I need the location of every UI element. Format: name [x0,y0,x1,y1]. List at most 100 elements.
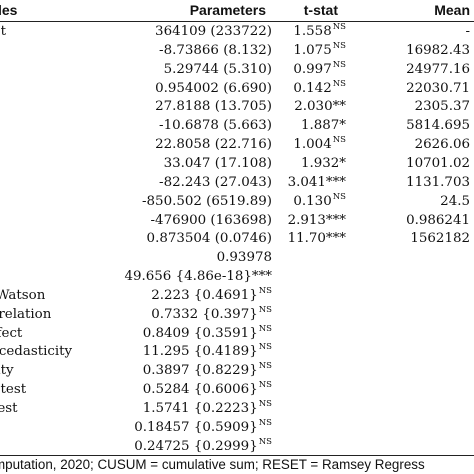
mean-cell-text: 0.986241 [406,212,470,228]
parameter-cell: 1.5741 {0.2223}NS [143,400,272,418]
header-tstat: t-stat [303,2,338,18]
significance-marker: NS [332,135,346,146]
parameter-cell: -82.243 (27.043) [159,174,272,192]
tstat-cell-text: 0.130 [293,193,332,209]
tstat-cell: 3.041*** [288,174,346,192]
significance-marker: NS [332,22,346,32]
mean-cell-text: 2305.37 [414,99,470,115]
tstat-cell-text: 1.932* [300,155,346,171]
mean-cell: 0.986241 [406,212,470,230]
mean-cell: 1131.703 [406,174,470,192]
row-label: rrelation [0,306,51,324]
mean-cell: 24977.16 [406,61,470,79]
parameter-cell-text: -8.73866 (8.132) [159,42,272,58]
table-row: -850.502 (6519.89) 0.130NS 24.5 [0,191,474,211]
row-label-text: ffect [0,325,23,341]
tstat-cell: 0.997NS [293,60,346,79]
parameter-cell: 0.93978 [217,249,272,267]
row-label: pt [0,23,6,41]
parameter-cell-text: 0.8409 {0.3591} [142,325,258,341]
row-label-text: rrelation [0,306,52,322]
table-row: 0.93978 [0,249,474,267]
header-variables: les [0,2,18,18]
parameter-cell: 2.223 {0.4691}NS [151,287,272,305]
mean-cell: 16982.43 [406,42,470,60]
table-row: 33.047 (17.108) 1.932* 10701.02 [0,155,474,173]
tstat-cell: 1.932* [301,155,346,173]
parameter-cell: -476900 (163698) [151,212,272,230]
table-row: -10.6878 (5.663) 1.887* 5814.695 [0,117,474,135]
tstat-cell-text: 1.558 [293,24,332,39]
tstat-cell-text: 11.70*** [287,231,346,247]
table-row: 5.29744 (5.310) 0.997NS 24977.16 [0,60,474,79]
row-label: scedasticity [0,343,72,361]
parameter-cell: -10.6878 (5.663) [159,117,272,135]
parameter-cell-text: 22.8058 (22.716) [155,137,272,153]
tstat-cell-text: 0.142 [293,80,332,96]
tstat-cell: 0.142NS [293,79,346,98]
parameter-cell: 0.5284 {0.6006}NS [143,381,272,399]
mean-cell-text: 22030.71 [406,80,470,96]
parameter-cell-text: 0.18457 {0.5909} [134,419,258,435]
tstat-cell: 0.130NS [293,191,346,211]
table-row: -Watson 2.223 {0.4691}NS [0,287,474,305]
significance-marker: NS [258,285,272,296]
parameter-cell-text: 0.873504 (0.0746) [146,231,272,247]
mean-cell-text: 16982.43 [406,42,470,58]
tstat-cell: 1.887* [301,117,346,135]
parameter-cell-text: 364109 (233722) [155,24,272,39]
mean-cell: 10701.02 [406,155,470,173]
significance-marker: NS [258,380,272,391]
significance-marker: NS [332,191,346,202]
row-label-text: lity [0,363,14,379]
tstat-cell-text: 1.075 [293,42,332,58]
mean-cell-text: 1562182 [410,231,470,247]
table-row: 0.18457 {0.5909}NS [0,419,474,437]
table-row: test 1.5741 {0.2223}NS [0,400,474,418]
significance-marker: NS [258,436,272,447]
significance-marker: NS [258,361,272,372]
table-row: -82.243 (27.043) 3.041*** 1131.703 [0,174,474,192]
significance-marker: NS [258,342,272,353]
tstat-cell-text: 2.030** [294,99,346,115]
mean-cell-text: 1131.703 [406,174,470,190]
parameter-cell: -8.73866 (8.132) [159,42,272,60]
mean-cell-text: 10701.02 [406,155,470,171]
table-row: 0.954002 (6.690) 0.142NS 22030.71 [0,79,474,98]
parameter-cell-text: 33.047 (17.108) [163,155,272,171]
parameter-cell: 5.29744 (5.310) [164,61,272,79]
tstat-cell: 2.913*** [288,212,346,230]
parameter-cell-text: 2.223 {0.4691} [151,287,258,303]
row-label-text: test [0,401,18,416]
bottom-rule [0,455,474,456]
parameter-cell: 0.873504 (0.0746) [147,230,272,248]
parameter-cell-text: 1.5741 {0.2223} [142,401,258,416]
significance-marker: NS [258,304,272,315]
tstat-cell: 1.004NS [293,136,346,154]
parameter-cell: 0.18457 {0.5909}NS [134,419,272,437]
significance-marker: NS [332,40,346,51]
tstat-cell-text: 1.887* [300,118,346,134]
row-label: test [0,400,18,418]
mean-cell-text: 24977.16 [406,61,470,77]
parameter-cell: 0.7332 {0.397}NS [151,306,272,324]
table-row: 27.8188 (13.705) 2.030** 2305.37 [0,98,474,116]
parameter-cell-text: 0.7332 {0.397} [151,306,258,322]
row-label: lity [0,362,14,380]
table-row: lity 0.3897 {0.8229}NS [0,362,474,380]
row-label: ffect [0,325,22,343]
table-row: 0.873504 (0.0746) 11.70*** 1562182 [0,230,474,248]
mean-cell: 2626.06 [415,136,470,154]
table-row: rrelation 0.7332 {0.397}NS [0,306,474,324]
parameter-cell: 33.047 (17.108) [164,155,272,173]
parameter-cell-text: 49.656 {4.86e-18}*** [124,269,272,285]
significance-marker: NS [258,399,272,409]
table-row: 49.656 {4.86e-18}*** [0,268,474,286]
mean-cell: - [465,23,470,41]
parameter-cell-text: 27.8188 (13.705) [155,99,272,115]
table-row: l test 0.5284 {0.6006}NS [0,381,474,399]
mean-cell: 24.5 [440,193,470,211]
mean-cell-text: 2626.06 [414,137,470,153]
row-label: l test [0,381,26,399]
mean-cell-text: 5814.695 [406,118,470,134]
